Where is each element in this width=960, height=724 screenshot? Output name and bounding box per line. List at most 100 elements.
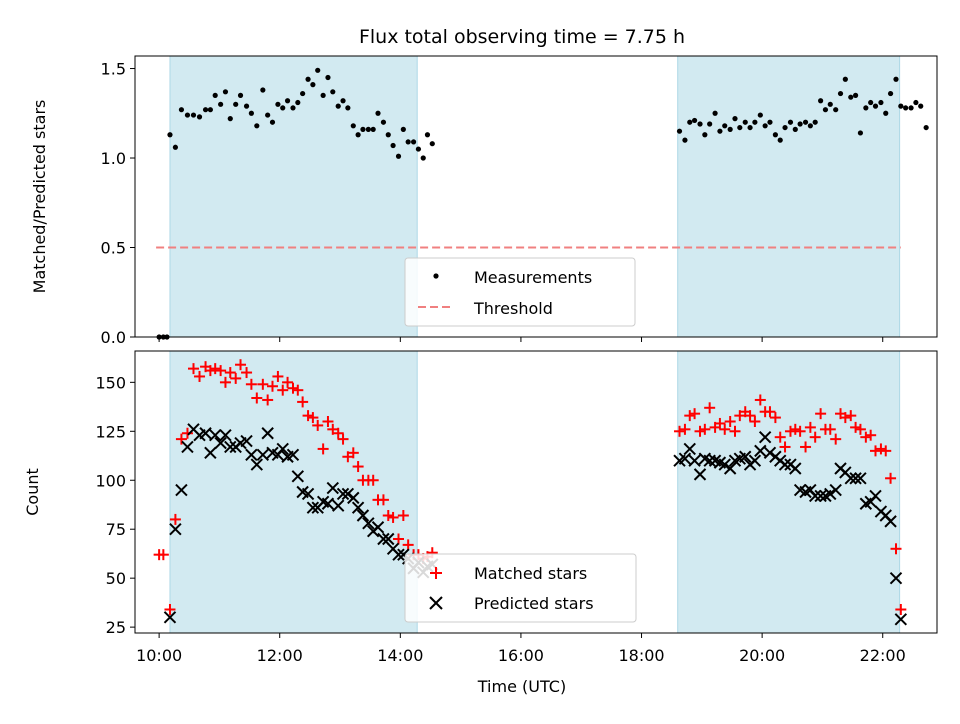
ratio-series0-point-72 (762, 123, 768, 129)
count-series1-point-31 (326, 481, 339, 495)
count-series0-point-68 (744, 410, 756, 422)
ratio-series0-point-11 (212, 92, 218, 98)
count-series1-point-82 (824, 487, 837, 501)
count-series1-point-40 (371, 521, 385, 534)
ratio-series0-point-94 (872, 103, 879, 109)
count-series1-point-42-b (382, 532, 395, 546)
ratio-series0-point-33 (325, 74, 331, 81)
legend-matched-marker (430, 567, 442, 579)
count-series0-point-30 (312, 419, 324, 431)
ratio-series0-point-40 (360, 126, 366, 132)
ratio-series0-point-55 (676, 128, 683, 134)
count-series0-point-1 (157, 549, 169, 561)
count-series1-point-38 (362, 517, 375, 530)
count-series0-point-74 (774, 431, 786, 443)
count-series1-point-37-b (356, 509, 370, 522)
count-series1-point-80-b (814, 489, 827, 503)
count-series1-point-53 (678, 452, 692, 465)
ratio-y-tick-label-1: 0.5 (101, 239, 126, 258)
ratio-series0-point-63 (717, 128, 723, 134)
count-series1-point-9-b (214, 436, 227, 450)
ratio-series0-point-62 (712, 110, 718, 116)
chart-title: Flux total observing time = 7.75 h (359, 26, 685, 48)
count-series1-point-30 (321, 497, 335, 510)
ratio-series0-point-57 (687, 119, 693, 125)
count-series1-point-32 (332, 499, 345, 512)
count-series1-point-86 (844, 472, 857, 485)
ratio-series0-point-79 (797, 121, 803, 127)
count-series1-point-31-b (326, 481, 339, 495)
count-y-tick-label-3: 100 (95, 471, 126, 490)
ratio-series0-point-88 (842, 76, 848, 82)
ratio-series0-point-48 (400, 126, 406, 132)
count-series1-point-14-b (240, 434, 253, 448)
count-series1-point-16-b (250, 458, 264, 471)
count-series1-point-83 (829, 483, 842, 497)
ratio-series0-point-76 (782, 124, 788, 131)
count-series0-point-44 (382, 510, 394, 521)
ratio-series0-point-34 (330, 89, 336, 95)
count-series0-point-28 (302, 410, 314, 422)
ratio-series0-point-45 (385, 132, 391, 138)
count-series1-point-75-b (789, 462, 802, 475)
ratio-series0-point-44 (380, 119, 387, 125)
ratio-series0-point-26 (290, 105, 296, 111)
count-panel-frame (134, 350, 938, 634)
x-axis-label: Time (UTC) (477, 677, 566, 696)
count-series0-point-29 (307, 412, 319, 424)
count-series1-point-9 (214, 436, 227, 450)
ratio-series0-point-56 (682, 137, 688, 143)
count-series1-point-15-b (245, 448, 258, 461)
count-series1-point-21-b (276, 442, 289, 456)
ratio-series0-point-51 (415, 146, 422, 152)
ratio-series0-point-42 (370, 126, 376, 132)
ratio-series0-point-6 (184, 112, 191, 118)
ratio-series0-point-86 (833, 107, 839, 113)
count-series0-point-81 (809, 431, 821, 443)
count-series1-point-61-b (718, 458, 731, 471)
count-series0-point-38 (352, 461, 364, 473)
count-series1-point-30-b (321, 497, 335, 510)
legend-matched-label: Matched stars (474, 564, 587, 583)
count-series1-point-2-b (175, 483, 188, 497)
count-series0-point-10 (209, 363, 221, 375)
ratio-series0-point-3 (167, 132, 173, 138)
count-series1-point-73-b (778, 458, 792, 471)
count-series1-point-79 (808, 489, 822, 503)
count-panel: 25 50 75 100 125 150 10:00 12:00 14:00 16:00 18:0… (23, 350, 938, 696)
count-series1-point-25-b (296, 485, 309, 499)
count-series1-point-42 (382, 532, 395, 546)
ratio-series0-point-58 (691, 117, 698, 124)
ratio-series0-point-18 (248, 110, 254, 116)
count-series0-point-3 (169, 513, 181, 525)
count-series1-point-91 (869, 489, 882, 503)
count-series0-point-70 (754, 394, 766, 406)
ratio-series0-point-23 (275, 101, 281, 107)
count-series1-point-65-b (739, 450, 752, 463)
count-series1-point-82-b (824, 487, 837, 501)
count-series0-point-76 (784, 425, 796, 437)
ratio-series0-point-20 (260, 87, 266, 93)
count-series1-point-38-b (362, 517, 375, 530)
ratio-series0-point-100 (903, 105, 909, 111)
count-series0-point-5 (181, 427, 193, 439)
count-series1-point-54 (683, 442, 696, 456)
ratio-series0-point-96 (883, 110, 889, 116)
count-series1-point-37 (356, 509, 370, 522)
count-series1-point-94-b (884, 515, 897, 528)
count-series0-point-31 (317, 443, 329, 455)
count-observing-interval-1 (677, 350, 901, 634)
ratio-y-axis-label: Matched/Predicted stars (30, 100, 49, 294)
ratio-panel: 0.0 0.5 1.0 1.5 Matched/Predicted stars Mea… (30, 55, 938, 347)
count-series0-point-55 (679, 423, 691, 435)
count-series0-point-4 (175, 433, 187, 445)
count-series0-point-20 (262, 394, 274, 406)
count-series1-point-18-b (261, 427, 274, 440)
count-series1-point-0-b (163, 611, 177, 624)
ratio-series0-point-29 (305, 76, 311, 82)
count-series1-point-57-b (698, 452, 712, 465)
count-y-tick-label-0: 25 (106, 618, 126, 637)
ratio-y-tick-label-0: 0.0 (101, 328, 126, 347)
count-series1-point-83-b (829, 483, 842, 497)
